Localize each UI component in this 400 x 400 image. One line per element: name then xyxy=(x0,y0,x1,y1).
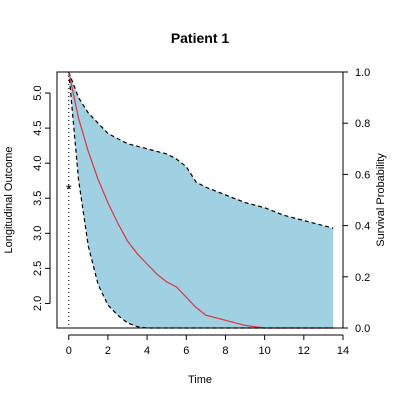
x-tick-label: 10 xyxy=(259,345,271,357)
y-axis-left: 2.0 2.5 3.0 3.5 4.0 4.5 5.0 xyxy=(32,85,51,311)
x-tick-label: 0 xyxy=(66,345,72,357)
x-axis-label: Time xyxy=(188,374,212,386)
upper-bound-line xyxy=(68,71,334,229)
y-right-tick-label: 1.0 xyxy=(355,67,370,79)
plot-frame xyxy=(56,71,344,329)
confidence-band xyxy=(68,72,334,328)
y-right-tick-label: 0.0 xyxy=(355,323,370,335)
y-left-tick-label: 4.5 xyxy=(32,120,44,135)
x-axis: 0 2 4 6 8 10 12 14 xyxy=(66,334,349,357)
x-tick-label: 8 xyxy=(222,345,228,357)
x-tick-label: 4 xyxy=(144,345,150,357)
y-right-tick-label: 0.8 xyxy=(355,118,370,130)
observed-measurement-point: * xyxy=(66,181,72,198)
lines-layer: * xyxy=(66,71,334,329)
y-left-tick-label: 2.5 xyxy=(32,261,44,276)
y-left-tick-label: 5.0 xyxy=(32,85,44,100)
x-tick-label: 6 xyxy=(183,345,189,357)
chart-title: Patient 1 xyxy=(171,30,230,46)
confidence-band-layer xyxy=(68,72,334,328)
y-left-tick-label: 2.0 xyxy=(32,296,44,311)
y-axis-right: 0.0 0.2 0.4 0.6 0.8 1.0 xyxy=(343,67,370,335)
x-tick-label: 2 xyxy=(105,345,111,357)
lower-bound-line xyxy=(68,71,334,329)
y-right-tick-label: 0.6 xyxy=(355,169,370,181)
survival-mean-line xyxy=(68,71,334,329)
y-axis-right-label: Survival Probability xyxy=(375,153,387,247)
x-tick-label: 14 xyxy=(337,345,349,357)
y-right-tick-label: 0.2 xyxy=(355,272,370,284)
y-left-tick-label: 3.0 xyxy=(32,226,44,241)
y-left-tick-label: 3.5 xyxy=(32,191,44,206)
y-left-tick-label: 4.0 xyxy=(32,156,44,171)
x-tick-label: 12 xyxy=(298,345,310,357)
y-axis-left-label: Longitudinal Outcome xyxy=(3,146,15,253)
y-right-tick-label: 0.4 xyxy=(355,221,370,233)
